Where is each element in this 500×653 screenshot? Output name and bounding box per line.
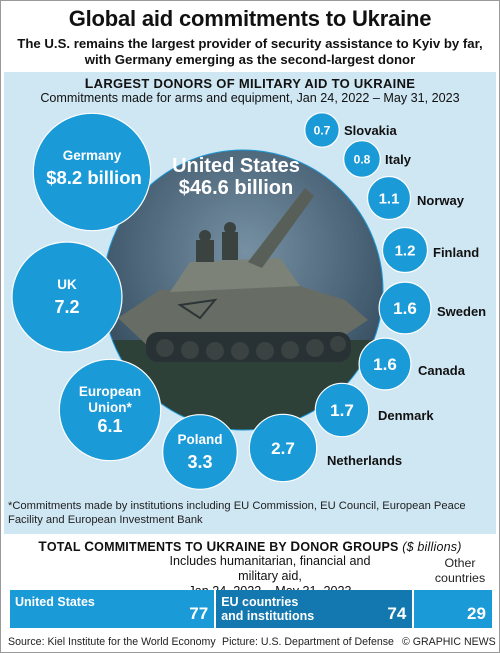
bar-segment-other-countries: 29	[414, 590, 492, 628]
bubble-value-european-union: 6.1	[97, 416, 122, 436]
bubble-value-united-states: $46.6 billion	[179, 177, 293, 199]
bar-value-eu-countries-and-institutions: 74	[387, 604, 407, 623]
bar-segment-united-states: United States 77	[10, 590, 217, 628]
bubble-slovakia	[304, 112, 340, 148]
publisher-credit: © GRAPHIC NEWS	[402, 636, 496, 648]
bubble-italy	[343, 140, 381, 178]
totals-heading: TOTAL COMMITMENTS TO UKRAINE BY DONOR GR…	[38, 539, 462, 554]
bubble-value-sweden: 1.6	[393, 299, 417, 318]
bubble-value-poland: 3.3	[187, 452, 212, 472]
bubble-canada	[358, 337, 412, 391]
bubble-value-denmark: 1.7	[330, 401, 354, 420]
page-title: Global aid commitments to Ukraine	[68, 6, 432, 31]
bubble-label2-european-union: Union*	[88, 400, 132, 415]
bubble-netherlands	[248, 413, 318, 483]
bubble-poland	[162, 414, 238, 490]
bubble-label-italy: Italy	[385, 152, 412, 167]
source-credit: Source: Kiel Institute for the World Eco…	[8, 636, 216, 648]
bubble-label-germany: Germany	[63, 148, 122, 163]
bubble-denmark	[314, 382, 370, 438]
bar-value-other-countries: 29	[467, 604, 486, 623]
bubble-value-slovakia: 0.7	[314, 123, 331, 137]
bubble-value-uk: 7.2	[54, 297, 79, 317]
bubble-germany	[32, 112, 152, 232]
bar-value-united-states: 77	[189, 604, 209, 623]
bar-label-united-states: United States	[15, 595, 95, 609]
bubble-value-netherlands: 2.7	[271, 439, 295, 458]
bubble-european-union	[58, 358, 162, 462]
bubble-label-denmark: Denmark	[378, 408, 434, 423]
bubble-value-finland: 1.2	[395, 242, 416, 259]
military-aid-heading: LARGEST DONORS OF MILITARY AID TO UKRAIN…	[84, 75, 416, 91]
bubble-value-italy: 0.8	[354, 152, 371, 166]
bubble-label-poland: Poland	[177, 432, 222, 447]
bubble-label-slovakia: Slovakia	[344, 123, 398, 138]
bubble-value-germany: $8.2 billion	[46, 167, 142, 188]
picture-credit: Picture: U.S. Department of Defense	[222, 636, 394, 648]
bubble-label-sweden: Sweden	[437, 304, 486, 319]
bar-label-eu-countries-and-institutions: EU countries and institutions	[221, 595, 315, 623]
bubble-finland	[381, 226, 429, 274]
other-countries-label: Other countries	[434, 556, 486, 585]
military-aid-subheading: Commitments made for arms and equipment,…	[40, 91, 460, 105]
page-subtitle: The U.S. remains the largest provider of…	[17, 36, 483, 67]
bubble-sweden	[378, 281, 432, 335]
bubble-label-canada: Canada	[418, 363, 466, 378]
bubble-value-canada: 1.6	[373, 355, 397, 374]
bubble-label-finland: Finland	[433, 245, 479, 260]
bubble-norway	[366, 175, 412, 221]
bubble-label-european-union: European	[79, 384, 141, 399]
bubble-label-uk: UK	[57, 277, 77, 292]
totals-stacked-bar: United States 77 EU countries and instituti…	[10, 590, 492, 628]
bubble-value-norway: 1.1	[379, 190, 400, 207]
bubble-label-netherlands: Netherlands	[327, 453, 402, 468]
bubble-uk	[11, 241, 123, 353]
bubble-label-united-states: United States	[172, 155, 300, 177]
bubble-label-norway: Norway	[417, 193, 465, 208]
bar-segment-eu-countries-and-institutions: EU countries and institutions 74	[216, 590, 415, 628]
eu-footnote: *Commitments made by institutions includ…	[8, 500, 466, 526]
